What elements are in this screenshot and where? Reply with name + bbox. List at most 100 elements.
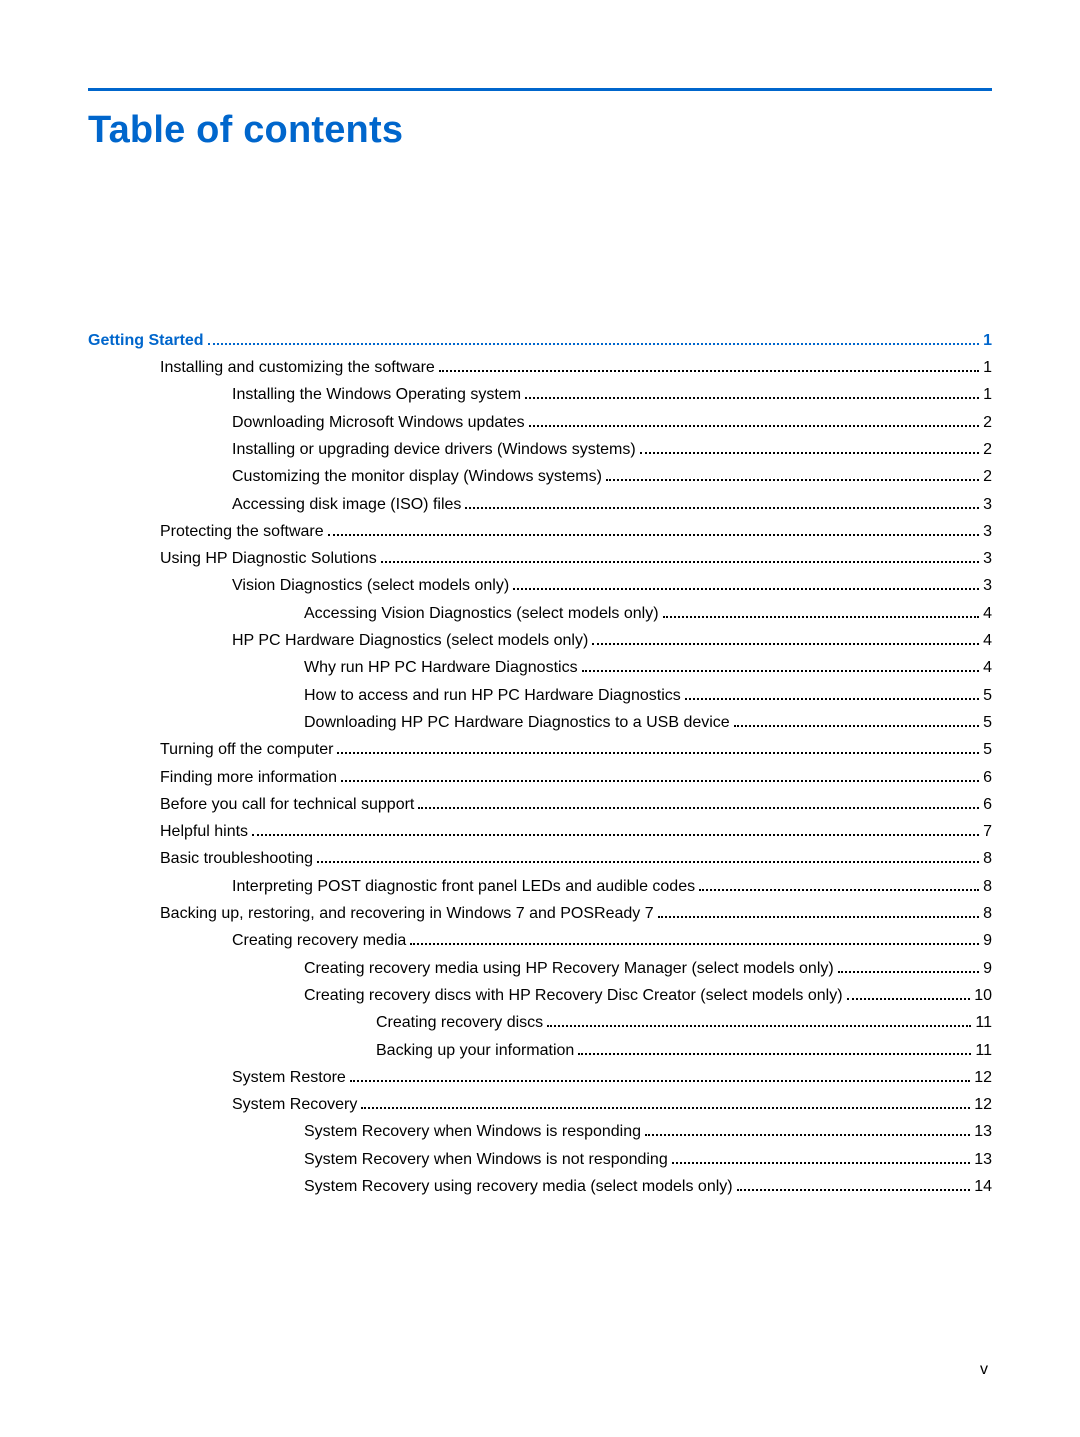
toc-entry-page: 2 <box>983 415 992 431</box>
toc-entry-page: 3 <box>983 578 992 594</box>
toc-entry-label: Helpful hints <box>160 824 248 840</box>
toc-entry-page: 11 <box>975 1015 992 1031</box>
toc-entry-page: 13 <box>974 1124 992 1140</box>
toc-dot-leader <box>578 1042 971 1055</box>
toc-dot-leader <box>418 796 979 809</box>
toc-entry-page: 10 <box>974 988 992 1004</box>
toc-entry[interactable]: Before you call for technical support6 <box>88 796 992 813</box>
toc-dot-leader <box>606 468 979 481</box>
toc-entry-label: Installing and customizing the software <box>160 360 435 376</box>
toc-entry[interactable]: Why run HP PC Hardware Diagnostics4 <box>88 660 992 677</box>
toc-entry-label: Creating recovery media <box>232 933 406 949</box>
toc-dot-leader <box>252 823 979 836</box>
toc-entry-page: 8 <box>983 879 992 895</box>
toc-dot-leader <box>341 769 979 782</box>
toc-dot-leader <box>685 687 979 700</box>
toc-entry[interactable]: System Restore 12 <box>88 1069 992 1086</box>
toc-entry-label: Downloading Microsoft Windows updates <box>232 415 525 431</box>
toc-entry-page: 1 <box>983 333 992 349</box>
toc-entry-page: 5 <box>983 715 992 731</box>
toc-entry-label: Using HP Diagnostic Solutions <box>160 551 377 567</box>
toc-entry-page: 4 <box>983 660 992 676</box>
toc-entry[interactable]: System Recovery when Windows is not resp… <box>88 1151 992 1168</box>
toc-entry[interactable]: HP PC Hardware Diagnostics (select model… <box>88 632 992 649</box>
toc-entry-page: 6 <box>983 770 992 786</box>
toc-entry[interactable]: Protecting the software3 <box>88 523 992 540</box>
toc-entry-page: 4 <box>983 606 992 622</box>
page-container: Table of contents Getting Started1 Instal… <box>0 0 1080 1437</box>
toc-entry-label: HP PC Hardware Diagnostics (select model… <box>232 633 588 649</box>
toc-dot-leader <box>645 1124 970 1137</box>
toc-entry-page: 11 <box>975 1043 992 1059</box>
toc-dot-leader <box>439 359 979 372</box>
toc-entry[interactable]: How to access and run HP PC Hardware Dia… <box>88 687 992 704</box>
toc-entry-label: Turning off the computer <box>160 742 333 758</box>
toc-dot-leader <box>328 523 979 536</box>
toc-entry[interactable]: Installing and customizing the software1 <box>88 359 992 376</box>
toc-entry[interactable]: Customizing the monitor display (Windows… <box>88 468 992 485</box>
toc-dot-leader <box>592 632 979 645</box>
toc-entry[interactable]: Turning off the computer 5 <box>88 741 992 758</box>
toc-entry[interactable]: System Recovery12 <box>88 1096 992 1113</box>
toc-dot-leader <box>465 496 979 509</box>
toc-entry-page: 5 <box>983 742 992 758</box>
toc-entry-label: Protecting the software <box>160 524 324 540</box>
toc-entry[interactable]: Vision Diagnostics (select models only)3 <box>88 578 992 595</box>
toc-dot-leader <box>529 414 980 427</box>
toc-entry[interactable]: Downloading HP PC Hardware Diagnostics t… <box>88 714 992 731</box>
toc-entry[interactable]: Installing or upgrading device drivers (… <box>88 441 992 458</box>
toc-entry[interactable]: Interpreting POST diagnostic front panel… <box>88 878 992 895</box>
toc-dot-leader <box>208 332 980 345</box>
toc-entry[interactable]: Helpful hints 7 <box>88 823 992 840</box>
toc-entry-label: System Recovery using recovery media (se… <box>304 1179 733 1195</box>
toc-entry-label: Backing up your information <box>376 1043 574 1059</box>
toc-dot-leader <box>672 1151 970 1164</box>
toc-dot-leader <box>640 441 979 454</box>
toc-entry[interactable]: Basic troubleshooting 8 <box>88 851 992 868</box>
toc-entry-label: Creating recovery discs <box>376 1015 543 1031</box>
toc-dot-leader <box>734 714 979 727</box>
toc-entry-page: 7 <box>983 824 992 840</box>
toc-entry-page: 1 <box>983 387 992 403</box>
toc-entry[interactable]: Accessing disk image (ISO) files3 <box>88 496 992 513</box>
toc-entry-label: How to access and run HP PC Hardware Dia… <box>304 688 681 704</box>
toc-entry[interactable]: Finding more information 6 <box>88 769 992 786</box>
toc-entry-label: System Recovery when Windows is respondi… <box>304 1124 641 1140</box>
toc-entry[interactable]: Getting Started1 <box>88 332 992 349</box>
toc-entry[interactable]: Downloading Microsoft Windows updates 2 <box>88 414 992 431</box>
toc-entry-label: System Restore <box>232 1070 346 1086</box>
toc-entry-page: 2 <box>983 442 992 458</box>
table-of-contents: Getting Started1 Installing and customizi… <box>88 332 992 1195</box>
toc-entry[interactable]: Creating recovery media9 <box>88 933 992 950</box>
toc-entry-label: Interpreting POST diagnostic front panel… <box>232 879 695 895</box>
toc-entry[interactable]: Installing the Windows Operating system1 <box>88 387 992 404</box>
toc-entry[interactable]: Backing up your information 11 <box>88 1042 992 1059</box>
toc-entry-label: System Recovery when Windows is not resp… <box>304 1152 668 1168</box>
toc-entry-page: 8 <box>983 851 992 867</box>
toc-entry[interactable]: System Recovery when Windows is respondi… <box>88 1124 992 1141</box>
toc-dot-leader <box>663 605 980 618</box>
toc-entry-page: 5 <box>983 688 992 704</box>
toc-entry[interactable]: System Recovery using recovery media (se… <box>88 1178 992 1195</box>
toc-dot-leader <box>737 1178 971 1191</box>
toc-entry[interactable]: Backing up, restoring, and recovering in… <box>88 905 992 922</box>
toc-dot-leader <box>317 851 979 864</box>
toc-entry-page: 14 <box>974 1179 992 1195</box>
toc-entry-page: 12 <box>974 1070 992 1086</box>
toc-entry[interactable]: Using HP Diagnostic Solutions 3 <box>88 550 992 567</box>
toc-entry-label: Creating recovery discs with HP Recovery… <box>304 988 843 1004</box>
toc-entry-page: 6 <box>983 797 992 813</box>
toc-entry-page: 12 <box>974 1097 992 1113</box>
toc-entry-page: 3 <box>983 551 992 567</box>
toc-entry-page: 2 <box>983 469 992 485</box>
toc-entry-label: Installing or upgrading device drivers (… <box>232 442 636 458</box>
toc-entry-label: Finding more information <box>160 770 337 786</box>
toc-entry[interactable]: Creating recovery media using HP Recover… <box>88 960 992 977</box>
toc-entry[interactable]: Accessing Vision Diagnostics (select mod… <box>88 605 992 622</box>
toc-entry[interactable]: Creating recovery discs 11 <box>88 1014 992 1031</box>
toc-entry-label: Basic troubleshooting <box>160 851 313 867</box>
page-title: Table of contents <box>88 109 992 152</box>
toc-entry[interactable]: Creating recovery discs with HP Recovery… <box>88 987 992 1004</box>
header-rule <box>88 88 992 91</box>
toc-dot-leader <box>838 960 979 973</box>
